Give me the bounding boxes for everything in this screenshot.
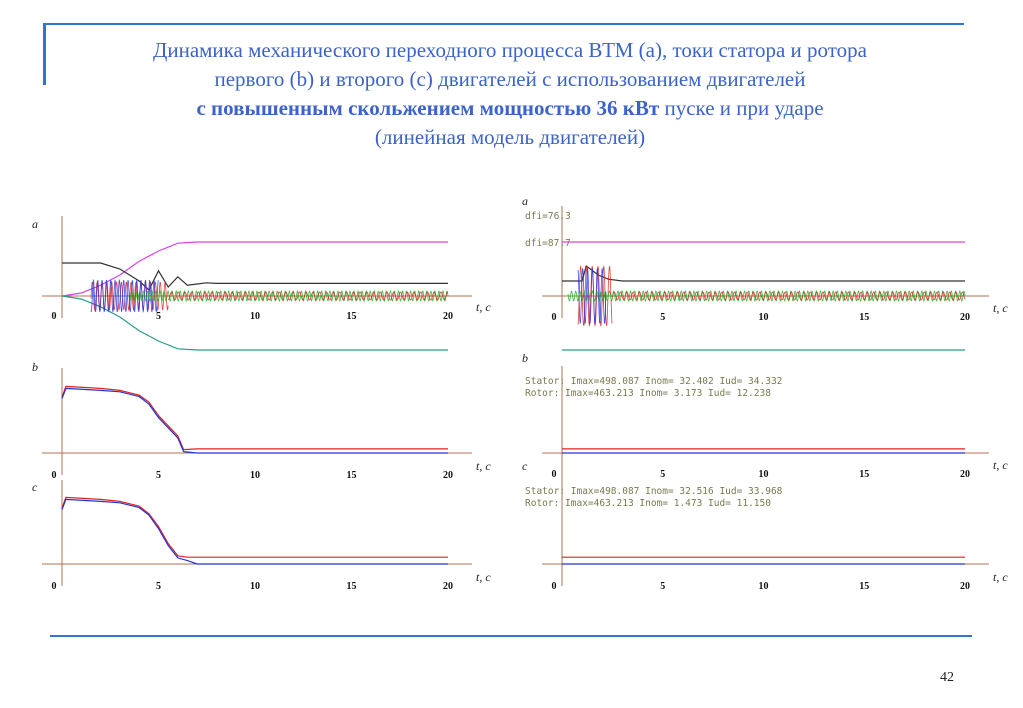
chart-annotation: Rotor: Imax=463.213 Inom= 3.173 Iud= 12.… [525,388,771,399]
series-black [62,262,448,291]
series-black [562,264,965,282]
title-line-3: с повышенным скольжением мощностью 36 кВ… [60,94,960,123]
x-axis-label: t, c [476,459,491,473]
x-tick-label: 20 [443,311,453,322]
panel-letter: a [522,194,528,208]
x-tick-label: 20 [443,581,453,592]
x-tick-label: 5 [660,469,665,480]
title-line-2: первого (b) и второго (с) двигателей с и… [214,67,806,91]
title-line-3-bold: с повышенным скольжением мощностью 36 кВ… [196,96,660,120]
x-tick-label: 10 [250,311,260,322]
x-tick-label: 20 [960,312,970,323]
title-line-1: Динамика механического переходного проце… [153,38,867,62]
bottom-rule [50,635,972,637]
x-tick-label: 20 [960,581,970,592]
x-tick-label: 10 [759,312,769,323]
series-blue [61,498,448,565]
chart-annotation: dfi=76.3 [525,211,571,222]
x-tick-label: 10 [250,470,260,481]
oscillation-red-tail [167,291,449,301]
series-red [61,496,448,558]
oscillation-green [129,289,449,303]
series-red [61,385,448,451]
left-rule [43,23,46,85]
series-teal [61,295,448,351]
x-tick-label: 5 [660,312,665,323]
oscillation-red-tail [612,291,966,301]
x-tick-label: 5 [156,581,161,592]
top-rule [44,23,964,25]
slide-title: Динамика механического переходного проце… [60,36,960,152]
x-tick-label: 0 [52,581,57,592]
series-magenta [61,241,448,297]
x-tick-label: 5 [156,311,161,322]
x-tick-label: 0 [552,581,557,592]
x-tick-label: 15 [859,312,869,323]
title-line-3-rest: пуске и при ударе [659,96,824,120]
chart-annotation: Rotor: Imax=463.213 Inom= 1.473 Iud= 11.… [525,498,771,509]
x-tick-label: 10 [759,581,769,592]
x-axis-label: t, c [993,301,1008,315]
x-tick-label: 5 [660,581,665,592]
panel-letter: c [522,459,528,473]
x-tick-label: 20 [443,470,453,481]
x-tick-label: 15 [347,311,357,322]
panel-letter: c [32,480,38,494]
chart-annotation: Stator: Imax=498.087 Inom= 32.402 Iud= 3… [525,376,782,387]
x-axis-label: t, c [476,570,491,584]
x-tick-label: 5 [156,470,161,481]
x-tick-label: 0 [552,312,557,323]
x-tick-label: 10 [250,581,260,592]
x-tick-label: 15 [859,469,869,480]
x-axis-label: t, c [993,570,1008,584]
panel-letter: a [32,217,38,231]
series-blue [61,387,448,454]
chart-annotation: dfi=87.7 [525,238,571,249]
chart-annotation: Stator: Imax=498.087 Inom= 32.516 Iud= 3… [525,486,783,497]
x-tick-label: 15 [347,470,357,481]
x-axis-label: t, c [993,458,1008,472]
x-tick-label: 0 [52,470,57,481]
x-tick-label: 20 [960,469,970,480]
title-line-4: (линейная модель двигателей) [374,125,646,149]
x-tick-label: 15 [859,581,869,592]
x-tick-label: 0 [52,311,57,322]
oscillation-blue [577,267,607,325]
page-number: 42 [940,670,954,685]
x-axis-label: t, c [476,300,491,314]
oscillation-red [577,265,613,327]
panel-letter: b [32,360,38,374]
x-tick-label: 15 [347,581,357,592]
x-tick-label: 0 [552,469,557,480]
panel-letter: b [522,351,528,365]
oscillation-blue [90,278,159,314]
x-tick-label: 10 [759,469,769,480]
